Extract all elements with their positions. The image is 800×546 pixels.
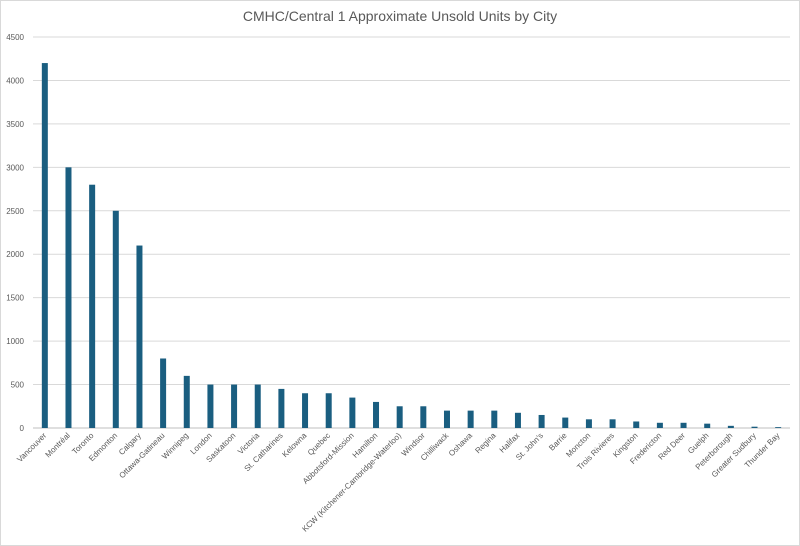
bar bbox=[254, 384, 261, 428]
bar bbox=[656, 422, 663, 428]
bar bbox=[302, 393, 309, 428]
y-tick-label: 2000 bbox=[6, 250, 24, 259]
bar bbox=[112, 210, 119, 428]
x-tick-label: Barrie bbox=[547, 431, 569, 453]
bar bbox=[89, 184, 96, 428]
bar bbox=[538, 414, 545, 428]
bar bbox=[136, 245, 143, 428]
x-tick-label: Vancouver bbox=[15, 431, 48, 464]
x-axis-labels: VancouverMontréalTorontoEdmontonCalgaryO… bbox=[15, 430, 781, 533]
bar bbox=[491, 410, 498, 428]
x-tick-label: Oshawa bbox=[447, 431, 475, 459]
bar bbox=[160, 358, 167, 428]
x-tick-label: Kelowna bbox=[280, 431, 308, 459]
bar bbox=[41, 63, 48, 429]
bar bbox=[396, 406, 403, 428]
chart-title: CMHC/Central 1 Approximate Unsold Units … bbox=[242, 8, 558, 24]
bar bbox=[443, 410, 450, 428]
x-tick-label: Winnipeg bbox=[160, 431, 190, 461]
bar bbox=[349, 397, 356, 428]
bar bbox=[231, 384, 238, 428]
bar bbox=[727, 425, 734, 428]
bar bbox=[373, 401, 380, 428]
bar bbox=[325, 393, 332, 428]
bar bbox=[278, 388, 285, 428]
bar bbox=[207, 384, 214, 428]
y-tick-label: 0 bbox=[20, 424, 25, 433]
bar bbox=[420, 406, 427, 428]
y-axis-ticks: 0 500 1000 1500 2000 2500 3000 3500 4000 4500 bbox=[6, 33, 24, 433]
bar bbox=[514, 412, 521, 428]
bar bbox=[183, 375, 190, 428]
bar bbox=[585, 419, 592, 428]
bars bbox=[41, 63, 782, 429]
y-tick-label: 2500 bbox=[6, 207, 24, 216]
bar bbox=[609, 419, 616, 428]
bar bbox=[704, 423, 711, 428]
bar bbox=[467, 410, 474, 428]
bar bbox=[775, 427, 782, 428]
y-tick-label: 4000 bbox=[6, 76, 24, 85]
gridlines bbox=[33, 36, 790, 429]
bar bbox=[751, 426, 758, 428]
y-tick-label: 3500 bbox=[6, 120, 24, 129]
bar bbox=[680, 422, 687, 428]
y-tick-label: 4500 bbox=[6, 33, 24, 42]
y-tick-label: 3000 bbox=[6, 163, 24, 172]
y-tick-label: 1000 bbox=[6, 337, 24, 346]
bar bbox=[562, 417, 569, 428]
y-tick-label: 500 bbox=[11, 381, 25, 390]
x-tick-label: Montréal bbox=[44, 431, 73, 460]
x-tick-label: Ottawa-Gatineau bbox=[117, 431, 166, 480]
bar bbox=[633, 421, 640, 428]
x-tick-label: Regina bbox=[473, 431, 498, 456]
bar bbox=[65, 167, 72, 429]
y-tick-label: 1500 bbox=[6, 294, 24, 303]
